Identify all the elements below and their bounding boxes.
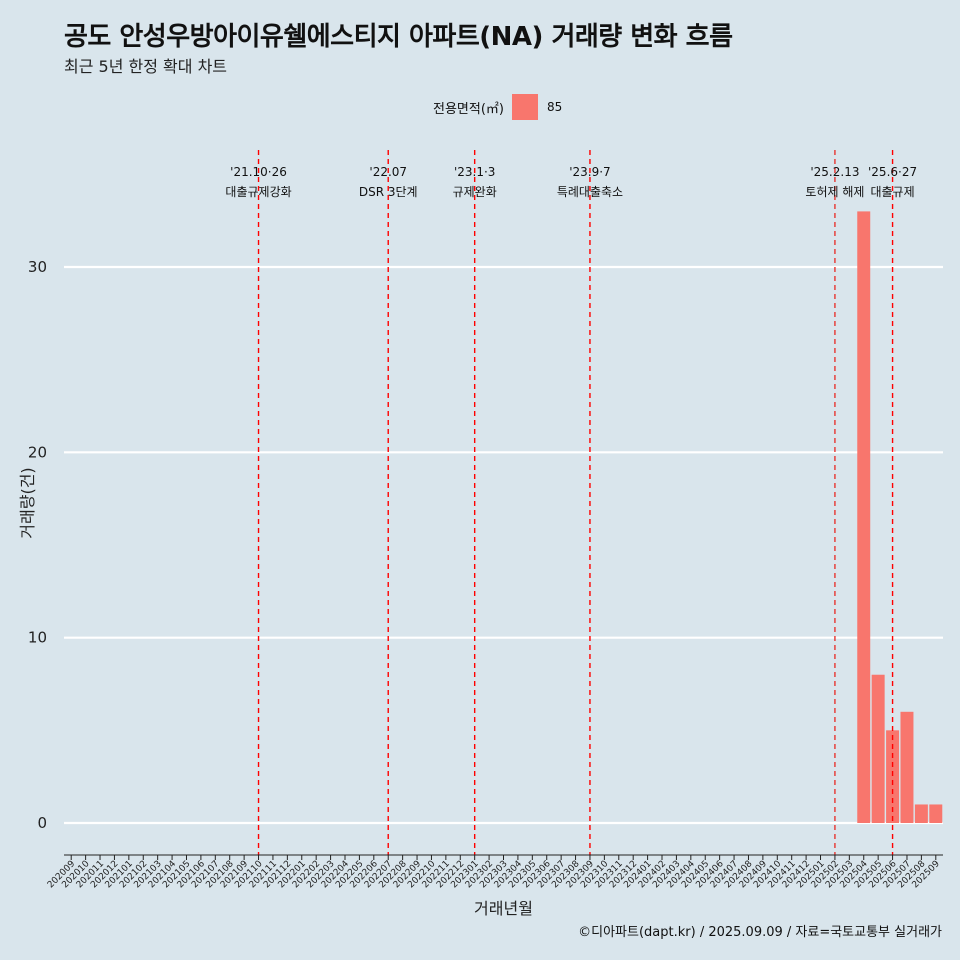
y-tick-label: 10 — [28, 629, 47, 647]
event-name-label: 특례대출축소 — [557, 185, 623, 199]
event-date-label: '25.2.13 — [810, 165, 859, 179]
bar — [929, 804, 943, 823]
event-name-label: 대출규제강화 — [225, 185, 291, 199]
legend: 전용면적(㎡) 85 — [433, 94, 562, 120]
chart-subtitle: 최근 5년 한정 확대 차트 — [64, 57, 228, 76]
x-axis-title: 거래년월 — [474, 899, 533, 918]
legend-key-85 — [511, 94, 538, 120]
y-tick-label: 30 — [28, 258, 47, 276]
event-date-label: '22.07 — [369, 165, 407, 179]
event-name-label: 규제완화 — [453, 185, 497, 199]
source-caption: ©디아파트(dapt.kr) / 2025.09.09 / 자료=국토교통부 실… — [578, 925, 942, 940]
event-name-label: 토허제 해제 — [805, 185, 864, 199]
event-date-label: '23.1·3 — [454, 165, 495, 179]
bar — [857, 211, 871, 823]
y-tick-label: 0 — [37, 814, 47, 832]
chart-title: 공도 안성우방아이유쉘에스티지 아파트(NA) 거래량 변화 흐름 — [64, 22, 733, 52]
event-date-label: '23.9·7 — [569, 165, 610, 179]
y-tick-label: 20 — [28, 443, 47, 461]
bar — [900, 711, 914, 823]
bar — [914, 804, 928, 823]
bar — [871, 674, 885, 823]
bar — [886, 730, 900, 823]
event-date-label: '21.10·26 — [230, 165, 287, 179]
event-name-label: DSR 3단계 — [359, 185, 418, 199]
legend-label-85: 85 — [546, 100, 563, 114]
event-date-label: '25.6·27 — [868, 165, 917, 179]
legend-title: 전용면적(㎡) — [433, 101, 504, 117]
event-name-label: 대출규제 — [870, 185, 914, 199]
y-axis-title: 거래량(건) — [18, 467, 37, 538]
